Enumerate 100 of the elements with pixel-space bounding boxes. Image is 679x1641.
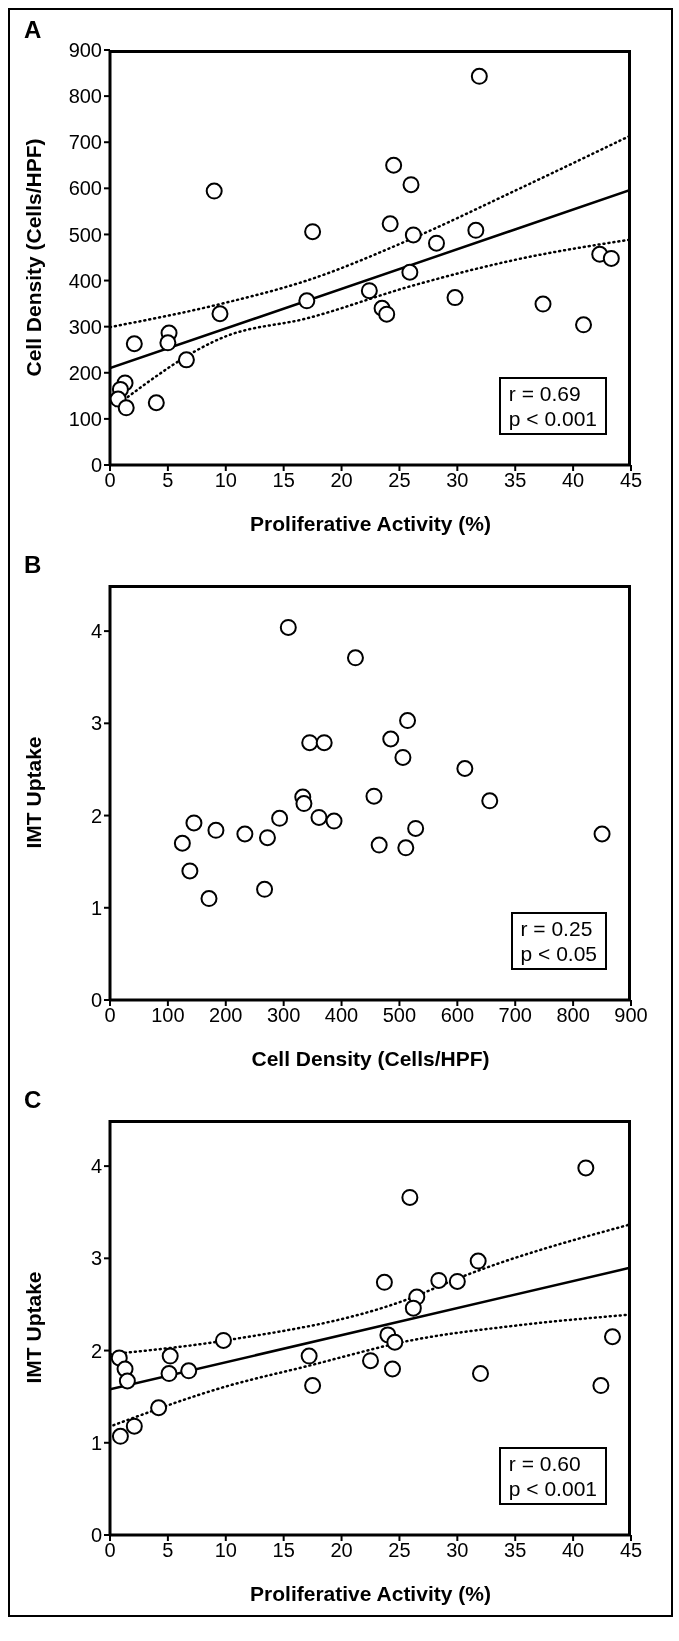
- x-tick-label: 45: [619, 469, 643, 492]
- y-tick-label: 0: [90, 454, 102, 477]
- y-tick-label: 1: [90, 896, 102, 919]
- point: [407, 819, 425, 837]
- y-tick-label: 4: [90, 620, 102, 643]
- point: [325, 812, 343, 830]
- y-tick-label: 0: [90, 989, 102, 1012]
- point: [304, 223, 322, 241]
- point: [177, 351, 195, 369]
- point: [467, 221, 485, 239]
- chart-title: A: [24, 16, 42, 44]
- x-tick-label: 800: [556, 1004, 590, 1027]
- x-tick-label: 45: [619, 1539, 643, 1562]
- y-tick-label: 800: [68, 85, 102, 108]
- point: [384, 1360, 401, 1378]
- y-tick-label: 400: [68, 269, 102, 292]
- point: [470, 67, 488, 85]
- x-tick-label: 40: [561, 469, 585, 492]
- point: [427, 234, 445, 252]
- x-tick-label: 5: [162, 469, 174, 492]
- x-tick-label: 100: [151, 1004, 185, 1027]
- x-tick-label: 35: [504, 469, 527, 492]
- point: [180, 1362, 198, 1380]
- annotation: p < 0.05: [520, 941, 597, 966]
- point: [200, 890, 218, 908]
- y-axis-title: Cell Density (Cells/HPF): [22, 138, 46, 377]
- point: [603, 1328, 621, 1346]
- point: [279, 618, 297, 636]
- x-tick-label: 5: [162, 1539, 174, 1562]
- x-tick-label: 25: [388, 1539, 411, 1562]
- point: [394, 748, 412, 766]
- x-tick-label: 10: [214, 469, 237, 492]
- point: [117, 399, 135, 417]
- x-tick-label: 35: [504, 1539, 527, 1562]
- point: [534, 295, 552, 313]
- point: [181, 862, 199, 880]
- point: [271, 809, 289, 827]
- point: [301, 734, 319, 752]
- point: [173, 834, 191, 852]
- point: [147, 394, 165, 412]
- point: [430, 1271, 448, 1289]
- x-axis-title: Proliferative Activity (%): [250, 1582, 491, 1605]
- x-tick-label: 15: [272, 469, 295, 492]
- point: [304, 1377, 322, 1395]
- y-tick-label: 3: [90, 712, 102, 735]
- point: [385, 156, 403, 174]
- point: [382, 730, 400, 748]
- y-tick-label: 2: [90, 804, 102, 827]
- point: [150, 1399, 168, 1417]
- x-tick-label: 400: [324, 1004, 359, 1027]
- annotation: r = 0.60: [508, 1451, 582, 1476]
- point: [397, 839, 415, 857]
- x-tick-label: 0: [104, 1539, 116, 1562]
- y-tick-label: 700: [68, 131, 102, 154]
- point: [456, 760, 474, 778]
- y-axis-title: IMT Uptake: [22, 736, 46, 849]
- point: [386, 1333, 404, 1351]
- annotation: r = 0.25: [520, 916, 594, 941]
- point: [298, 292, 316, 310]
- point: [401, 1188, 419, 1206]
- point: [401, 263, 419, 281]
- point: [404, 226, 422, 244]
- y-tick-label: 200: [68, 361, 102, 384]
- y-tick-label: 100: [68, 407, 102, 430]
- annotation: r = 0.69: [508, 381, 582, 406]
- y-tick-label: 500: [68, 223, 102, 246]
- point: [360, 282, 378, 300]
- point: [575, 316, 593, 334]
- point: [159, 334, 177, 352]
- x-tick-label: 20: [330, 469, 353, 492]
- point: [448, 1272, 466, 1290]
- point: [258, 829, 276, 847]
- x-tick-label: 40: [561, 1539, 585, 1562]
- x-tick-label: 0: [104, 469, 116, 492]
- point: [346, 649, 364, 667]
- point: [602, 249, 620, 267]
- point: [125, 1417, 143, 1435]
- point: [205, 182, 223, 200]
- point: [125, 335, 143, 353]
- point: [295, 795, 313, 813]
- y-axis-title: IMT Uptake: [22, 1271, 46, 1384]
- x-axis-title: Proliferative Activity (%): [250, 512, 491, 535]
- y-tick-label: 600: [68, 177, 102, 200]
- point: [399, 712, 417, 730]
- x-tick-label: 15: [272, 1539, 295, 1562]
- x-tick-label: 10: [214, 1539, 237, 1562]
- point: [214, 1331, 232, 1349]
- point: [381, 215, 399, 233]
- x-tick-label: 300: [266, 1004, 301, 1027]
- x-tick-label: 20: [330, 1539, 353, 1562]
- point: [365, 787, 383, 805]
- point: [577, 1159, 595, 1177]
- point: [402, 176, 420, 194]
- point: [161, 1347, 179, 1365]
- y-tick-label: 2: [90, 1339, 102, 1362]
- y-tick-label: 900: [68, 39, 102, 62]
- point: [300, 1347, 318, 1365]
- point: [471, 1365, 489, 1383]
- x-tick-label: 200: [209, 1004, 243, 1027]
- y-tick-label: 1: [90, 1431, 102, 1454]
